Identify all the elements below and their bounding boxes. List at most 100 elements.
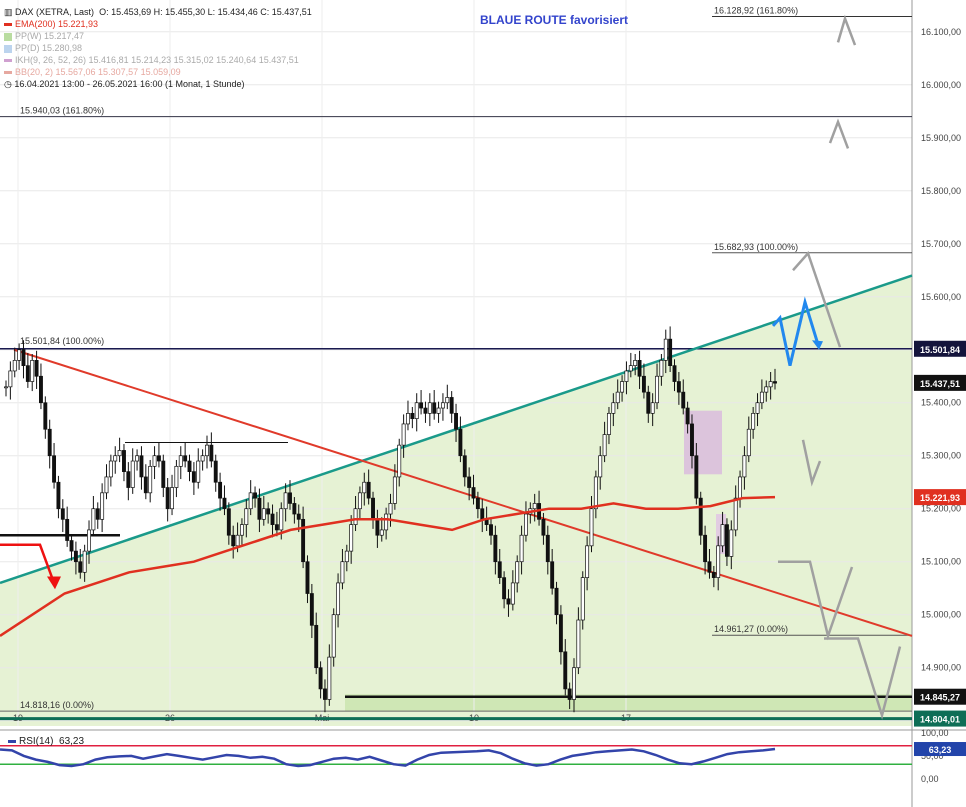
candle xyxy=(773,368,777,390)
candle-body xyxy=(690,423,694,457)
candle-body xyxy=(148,465,153,494)
candle-body xyxy=(440,402,445,409)
chart-legend: ▥ DAX (XETRA, Last) O: 15.453,69 H: 15.4… xyxy=(4,6,312,90)
candle xyxy=(563,639,568,696)
price-badge-label: 15.221,93 xyxy=(920,493,960,503)
legend-range-text: 16.04.2021 13:00 - 26.05.2021 16:00 (1 M… xyxy=(14,79,245,89)
candle xyxy=(209,432,214,468)
candle-body xyxy=(257,497,262,520)
candle-body xyxy=(288,492,292,504)
candle-body xyxy=(567,688,572,700)
candle-body xyxy=(200,455,205,462)
candle-body xyxy=(397,444,402,478)
candle xyxy=(301,506,306,569)
candle xyxy=(397,438,402,487)
candle-body xyxy=(65,518,70,541)
candle xyxy=(475,491,480,519)
candle-body xyxy=(170,487,174,510)
candle-body xyxy=(738,476,742,499)
candle-body xyxy=(39,375,43,404)
candle-body xyxy=(593,476,598,510)
blue-route-path xyxy=(771,296,820,366)
candle xyxy=(34,350,39,389)
candle xyxy=(690,414,694,469)
candle xyxy=(156,443,161,468)
candle xyxy=(550,549,555,595)
candle-body xyxy=(759,391,764,404)
candle xyxy=(720,511,725,553)
price-badge-bg xyxy=(914,688,966,705)
candle xyxy=(213,454,218,492)
candle xyxy=(170,474,174,516)
y-tick-label: 14.900,00 xyxy=(921,663,961,673)
candle xyxy=(449,391,454,423)
y-tick-label: 16.000,00 xyxy=(921,80,961,90)
candle-body xyxy=(755,402,760,414)
candle xyxy=(593,470,598,519)
candle-body xyxy=(314,624,319,669)
candle xyxy=(440,393,445,421)
candle-body xyxy=(266,508,271,515)
candle-body xyxy=(318,667,323,690)
candle xyxy=(340,549,345,590)
candle-body xyxy=(156,455,161,462)
candle xyxy=(47,419,52,469)
price-badge: 14.804,01 xyxy=(914,710,966,727)
candle-body xyxy=(113,455,118,462)
candle xyxy=(270,504,275,538)
price-badge-bg xyxy=(914,489,966,506)
candle xyxy=(244,499,249,538)
candle xyxy=(659,353,664,386)
candle-body xyxy=(427,402,432,414)
candle-body xyxy=(17,349,22,361)
candle-body xyxy=(248,492,253,510)
legend-ohlc: O: 15.453,69 H: 15.455,30 L: 15.434,46 C… xyxy=(99,7,312,17)
candle-body xyxy=(711,571,716,578)
candle xyxy=(379,517,384,542)
candle xyxy=(161,454,166,498)
candle-body xyxy=(655,375,659,404)
candle-body xyxy=(628,365,633,372)
legend-ppw: PP(W) 15.217,47 xyxy=(4,30,312,42)
candle xyxy=(663,329,668,374)
candle-body xyxy=(174,465,179,488)
ikh-cloud-box xyxy=(684,410,722,475)
candle-body xyxy=(685,407,690,425)
candle-body xyxy=(60,508,65,520)
candle xyxy=(309,583,314,639)
candle-body xyxy=(336,582,341,616)
candle xyxy=(366,469,371,505)
candle xyxy=(668,326,673,373)
fib-label-100-upper: 15.682,93 (100.00%) xyxy=(714,242,798,252)
candle-body xyxy=(323,688,327,700)
fib-label-100-left: 15.501,84 (100.00%) xyxy=(20,336,104,346)
gray-route-upper xyxy=(792,250,842,348)
candle-body xyxy=(572,667,576,700)
candle-body xyxy=(218,481,223,499)
y-tick-label: 15.700,00 xyxy=(921,239,961,249)
candle-body xyxy=(672,365,677,382)
candle xyxy=(406,400,410,431)
price-badge: 15.221,93 xyxy=(914,489,966,506)
candle xyxy=(532,493,537,522)
candle xyxy=(392,464,397,510)
candle xyxy=(344,544,349,572)
clock-icon: ◷ xyxy=(4,79,12,89)
candle-body xyxy=(244,508,249,525)
candle-body xyxy=(274,524,279,531)
candle-body xyxy=(43,402,48,430)
blue-route-arrowhead xyxy=(812,340,823,350)
candle xyxy=(746,416,751,463)
candle xyxy=(113,446,118,474)
red-arrow-left xyxy=(0,543,56,584)
gray-arrow-small xyxy=(801,439,822,487)
price-badge-bg xyxy=(914,374,966,391)
legend-bb-text: BB(20, 2) 15.567,06 15.307,57 15.059,09 xyxy=(15,67,181,77)
candle-body xyxy=(641,375,646,393)
candle xyxy=(755,393,760,427)
legend-ema: EMA(200) 15.221,93 xyxy=(4,18,312,30)
candle-body xyxy=(375,518,380,536)
ppw-swatch xyxy=(4,32,12,41)
candle xyxy=(318,661,323,699)
candle xyxy=(130,448,135,494)
